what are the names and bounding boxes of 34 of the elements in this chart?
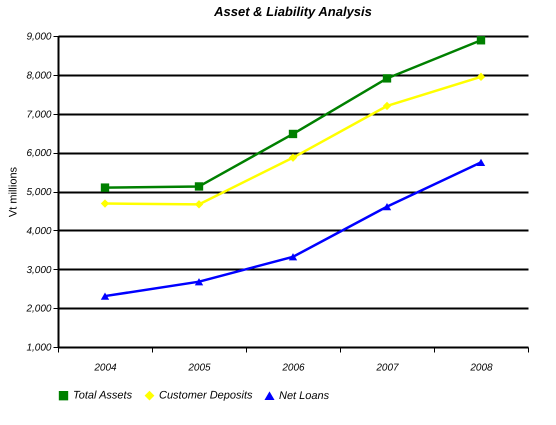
y-tick-label: 2,000 [25,304,52,315]
x-tick-label: 2008 [469,362,494,374]
legend-label: Customer Deposits [159,390,254,402]
x-tick-label: 2007 [375,362,400,374]
y-axis-title: Vt millions [7,166,20,218]
point [288,130,298,138]
legend-label: Total Assets [73,390,133,402]
point [288,153,298,162]
point [476,36,486,44]
y-tick-label: 1,000 [26,342,52,354]
point [100,199,110,208]
point [194,200,204,209]
chart-title: Asset & Liability Analysis [213,4,372,19]
y-tick-label: 9,000 [26,32,52,42]
point [100,292,110,300]
y-tick-label: 4,000 [26,226,52,237]
point [100,183,110,192]
point [476,158,486,166]
point [288,253,298,260]
x-tick-label: 2005 [187,362,212,374]
y-tick-label: 6,000 [26,148,52,160]
point [382,74,392,83]
point [194,182,204,191]
point [382,102,392,110]
point [476,72,486,81]
x-tick-label: 2006 [281,362,306,374]
legend-label: Net Loans [279,390,330,402]
point [382,203,392,210]
y-tick-label: 5,000 [26,187,52,198]
y-tick-label: 7,000 [26,109,52,120]
x-tick-label: 2004 [93,362,118,374]
y-tick-label: 8,000 [26,70,52,82]
y-tick-label: 3,000 [26,264,52,276]
point [194,278,204,286]
